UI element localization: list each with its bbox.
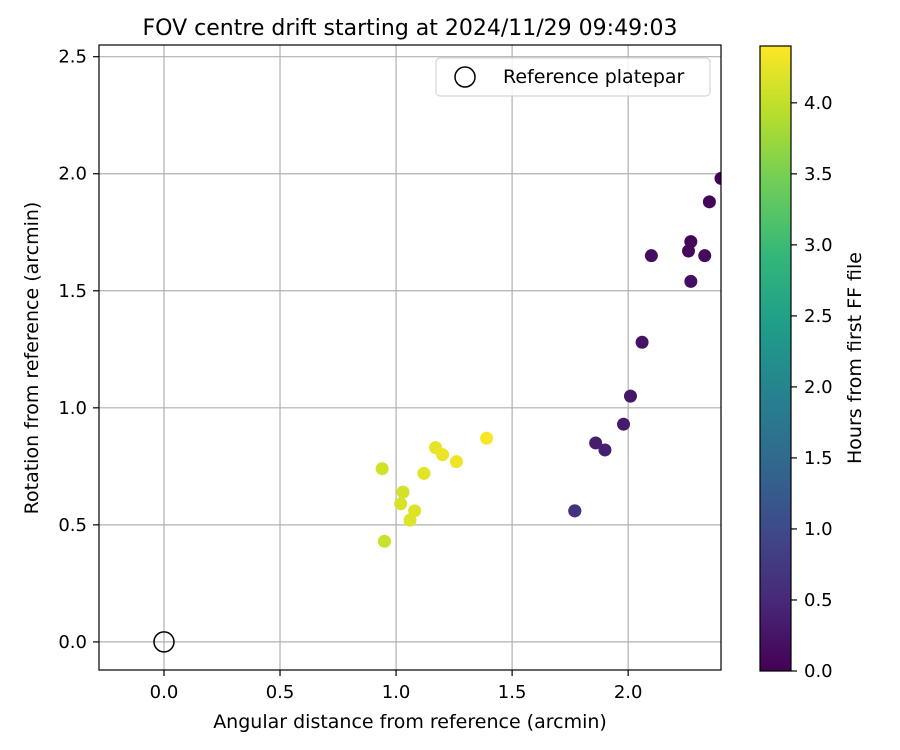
scatter-point bbox=[394, 497, 408, 511]
chart-title: FOV centre drift starting at 2024/11/29 … bbox=[143, 16, 678, 41]
scatter-point bbox=[408, 504, 422, 518]
scatter-point bbox=[698, 249, 712, 263]
colorbar-ticks: 0.0 0.5 1.0 1.5 2.0 2.5 3.0 3.5 4.0 bbox=[791, 93, 833, 682]
x-tick-label: 0.0 bbox=[150, 682, 179, 703]
scatter-point bbox=[417, 466, 431, 480]
y-axis-label: Rotation from reference (arcmin) bbox=[21, 202, 43, 515]
scatter-point bbox=[684, 274, 698, 288]
scatter-point bbox=[589, 436, 603, 450]
scatter-point bbox=[435, 448, 449, 462]
scatter-point bbox=[598, 443, 612, 457]
x-tick-label: 1.0 bbox=[382, 682, 411, 703]
y-tick-label: 1.5 bbox=[58, 281, 87, 302]
scatter-point bbox=[568, 504, 582, 518]
colorbar-tick-label: 1.0 bbox=[804, 519, 833, 540]
grid bbox=[99, 45, 721, 670]
legend: Reference platepar bbox=[435, 57, 711, 97]
legend-box bbox=[435, 57, 711, 97]
scatter-point bbox=[682, 244, 696, 258]
y-tick-label: 2.5 bbox=[58, 47, 87, 68]
x-tick-label: 0.5 bbox=[266, 682, 295, 703]
colorbar: 0.0 0.5 1.0 1.5 2.0 2.5 3.0 3.5 4.0 Hours from f… bbox=[759, 45, 866, 682]
colorbar-tick-label: 2.5 bbox=[804, 306, 833, 327]
scatter-point bbox=[449, 455, 463, 469]
legend-marker-circle-icon bbox=[454, 66, 476, 88]
legend-entry-label: Reference platepar bbox=[503, 66, 685, 88]
plot-frame bbox=[98, 44, 722, 671]
y-axis-ticks: 0.0 0.5 1.0 1.5 2.0 2.5 bbox=[58, 47, 99, 653]
colorbar-tick-label: 4.0 bbox=[804, 93, 833, 114]
data-points bbox=[375, 171, 721, 548]
scatter-point bbox=[480, 431, 494, 445]
colorbar-label: Hours from first FF file bbox=[844, 252, 866, 464]
colorbar-tick-label: 0.0 bbox=[804, 661, 833, 682]
scatter-point bbox=[396, 485, 410, 499]
x-tick-label: 2.0 bbox=[614, 682, 643, 703]
scatter-point bbox=[617, 417, 631, 431]
x-tick-label: 1.5 bbox=[498, 682, 527, 703]
colorbar-tick-label: 0.5 bbox=[804, 590, 833, 611]
x-axis-label: Angular distance from reference (arcmin) bbox=[213, 711, 607, 733]
scatter-point bbox=[377, 534, 391, 548]
y-tick-label: 2.0 bbox=[58, 164, 87, 185]
y-tick-label: 0.0 bbox=[58, 632, 87, 653]
scatter-point bbox=[375, 462, 389, 476]
reference-platepar-marker bbox=[153, 631, 175, 653]
y-tick-label: 0.5 bbox=[58, 515, 87, 536]
colorbar-tick-label: 3.5 bbox=[804, 164, 833, 185]
plot-marks bbox=[153, 171, 721, 653]
colorbar-tick-label: 2.0 bbox=[804, 377, 833, 398]
scatter-point bbox=[623, 389, 637, 403]
colorbar-tick-label: 1.5 bbox=[804, 448, 833, 469]
colorbar-tick-label: 3.0 bbox=[804, 235, 833, 256]
scatter-point bbox=[702, 195, 716, 209]
scatter-point bbox=[644, 249, 658, 263]
colorbar-gradient bbox=[759, 45, 792, 672]
y-tick-label: 1.0 bbox=[58, 398, 87, 419]
scatter-point bbox=[714, 171, 721, 185]
reference-marker bbox=[153, 631, 175, 653]
x-axis-ticks: 0.0 0.5 1.0 1.5 2.0 bbox=[150, 670, 643, 703]
scatter-point bbox=[635, 335, 649, 349]
